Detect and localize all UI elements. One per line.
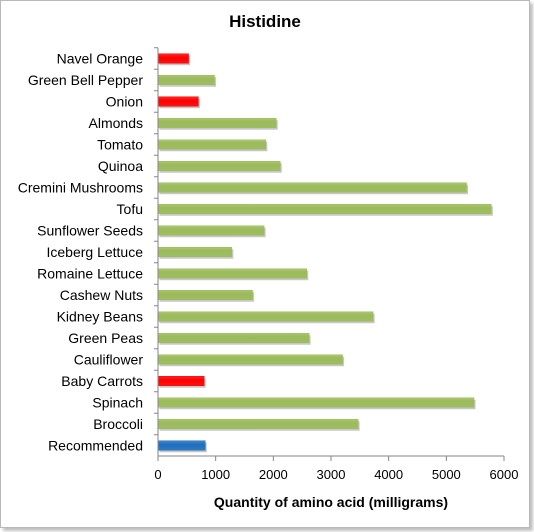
bar-cremini-mushrooms	[157, 182, 467, 193]
bar-kidney-beans	[157, 311, 374, 322]
category-label-recommended: Recommended	[48, 438, 143, 454]
bar-romaine-lettuce	[157, 268, 308, 279]
category-label-iceberg-lettuce: Iceberg Lettuce	[46, 244, 143, 260]
category-labels: Navel Orange Green Bell Pepper Onion Almond…	[18, 51, 144, 454]
category-label-quinoa: Quinoa	[98, 158, 143, 174]
bars-layer	[157, 53, 493, 453]
bar-onion	[157, 96, 199, 107]
category-label-romaine-lettuce: Romaine Lettuce	[37, 266, 143, 282]
bar-recommended	[157, 440, 206, 451]
category-label-almonds: Almonds	[89, 115, 143, 131]
x-tick-label-6000: 6000	[490, 467, 519, 482]
category-label-green-peas: Green Peas	[68, 330, 143, 346]
category-label-onion: Onion	[106, 94, 143, 110]
category-label-kidney-beans: Kidney Beans	[57, 309, 143, 325]
bar-cauliflower	[157, 354, 343, 365]
x-axis: 0 1000 2000 3000 4000 5000 6000	[154, 47, 519, 482]
x-axis-title: Quantity of amino acid (milligrams)	[214, 494, 448, 510]
bar-iceberg-lettuce	[157, 247, 233, 257]
category-label-tofu: Tofu	[117, 201, 143, 217]
x-tick-label-2000: 2000	[259, 467, 288, 482]
category-label-cauliflower: Cauliflower	[74, 352, 144, 368]
bar-broccoli	[157, 419, 359, 429]
category-label-baby-carrots: Baby Carrots	[61, 373, 143, 389]
category-label-navel-orange: Navel Orange	[57, 51, 144, 67]
bar-quinoa	[157, 161, 281, 171]
x-tick-label-0: 0	[154, 467, 161, 482]
category-label-tomato: Tomato	[97, 137, 143, 153]
x-tick-label-5000: 5000	[432, 467, 461, 482]
chart-title: Histidine	[229, 12, 301, 31]
category-label-broccoli: Broccoli	[93, 416, 143, 432]
bar-navel-orange	[157, 53, 189, 64]
bar-baby-carrots	[157, 376, 205, 386]
bar-green-peas	[157, 333, 310, 343]
category-label-sunflower-seeds: Sunflower Seeds	[37, 223, 143, 239]
x-tick-label-4000: 4000	[374, 467, 403, 482]
bar-spinach	[157, 397, 475, 408]
bar-green-bell-pepper	[157, 75, 215, 85]
category-label-cremini-mushrooms: Cremini Mushrooms	[18, 180, 143, 196]
bar-tofu	[157, 204, 492, 214]
bar-sunflower-seeds	[157, 225, 265, 236]
category-label-cashew-nuts: Cashew Nuts	[60, 287, 143, 303]
bar-almonds	[157, 118, 277, 128]
bar-cashew-nuts	[157, 290, 253, 300]
x-tick-label-1000: 1000	[201, 467, 230, 482]
category-label-spinach: Spinach	[92, 395, 143, 411]
category-label-green-bell-pepper: Green Bell Pepper	[28, 72, 144, 88]
bar-tomato	[157, 139, 267, 150]
x-tick-label-3000: 3000	[317, 467, 346, 482]
